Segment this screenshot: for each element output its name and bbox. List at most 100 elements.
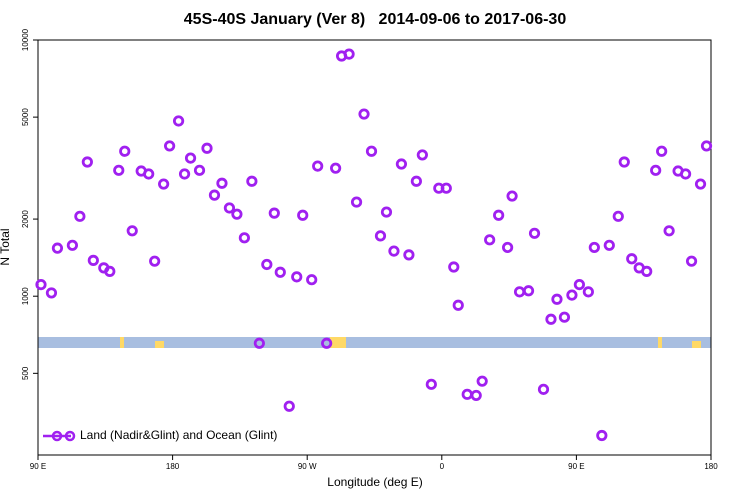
point: [74, 210, 86, 222]
point: [537, 383, 550, 395]
point: [650, 164, 662, 176]
point: [566, 289, 578, 301]
x-tick-label: 90 W: [298, 462, 317, 471]
point: [143, 168, 155, 180]
point: [626, 253, 638, 265]
point: [612, 210, 624, 222]
x-axis-title: Longitude (deg E): [327, 475, 422, 489]
x-tick-label: 0: [440, 462, 445, 471]
point: [246, 175, 258, 187]
point: [493, 209, 505, 221]
point: [551, 293, 563, 305]
point: [700, 140, 713, 152]
point: [502, 241, 514, 254]
point: [365, 145, 378, 157]
point: [603, 239, 615, 251]
point: [184, 152, 197, 164]
y-tick-label: 2000: [21, 210, 30, 228]
point: [425, 378, 437, 390]
point: [470, 389, 482, 402]
point: [268, 207, 280, 219]
point: [35, 278, 47, 291]
y-axis-title: N Total: [0, 228, 12, 265]
legend-label: Land (Nadir&Glint) and Ocean (Glint): [80, 428, 277, 442]
point: [448, 261, 460, 273]
band-highlight: [120, 337, 124, 348]
point: [484, 234, 496, 246]
point: [596, 429, 608, 442]
point: [685, 255, 698, 267]
band-highlight: [155, 341, 164, 348]
point: [208, 189, 221, 201]
point: [66, 239, 78, 251]
legend-marker: [51, 430, 63, 442]
point: [528, 227, 541, 239]
point: [158, 178, 170, 190]
point: [679, 168, 692, 180]
point: [513, 286, 526, 298]
point: [216, 177, 228, 189]
point: [582, 286, 594, 298]
point: [274, 266, 286, 278]
point: [588, 241, 600, 254]
point: [403, 249, 415, 261]
point: [461, 388, 473, 400]
point: [45, 287, 58, 299]
point: [104, 265, 116, 277]
point: [358, 108, 370, 120]
point: [231, 208, 243, 220]
point: [172, 115, 185, 127]
x-tick-label: 90 E: [30, 462, 46, 471]
point: [452, 299, 464, 311]
point: [395, 158, 408, 170]
point: [350, 196, 363, 208]
y-tick-label: 500: [21, 366, 30, 380]
point: [193, 164, 206, 176]
point: [380, 206, 393, 218]
point: [618, 156, 630, 168]
point: [261, 258, 273, 271]
y-tick-label: 10000: [21, 28, 30, 51]
y-tick-label: 5000: [21, 108, 30, 126]
point: [119, 145, 131, 157]
point: [410, 175, 422, 187]
point: [522, 285, 535, 297]
chart-title: 45S-40S January (Ver 8) 2014-09-06 to 20…: [184, 11, 567, 28]
point: [113, 164, 125, 176]
band-highlight: [692, 341, 701, 348]
point: [81, 156, 93, 168]
point: [253, 337, 265, 349]
point: [330, 162, 342, 174]
point: [283, 400, 295, 412]
point: [641, 265, 653, 277]
glint-band: [38, 337, 711, 348]
point: [440, 182, 452, 194]
point: [312, 160, 324, 172]
band-highlight: [658, 337, 662, 348]
band: [38, 337, 711, 348]
point: [656, 145, 668, 157]
point: [573, 278, 585, 291]
point: [201, 142, 213, 154]
x-tick-label: 180: [166, 462, 180, 471]
band-highlight: [330, 337, 346, 348]
point: [663, 225, 675, 237]
point: [238, 232, 250, 244]
x-tick-label: 180: [704, 462, 718, 471]
point: [87, 254, 99, 266]
point: [694, 178, 707, 190]
point: [545, 313, 557, 325]
x-tick-label: 90 E: [568, 462, 584, 471]
point: [306, 274, 318, 286]
point: [374, 230, 387, 242]
y-tick-label: 1000: [21, 287, 30, 305]
point: [291, 271, 303, 283]
point: [416, 149, 428, 161]
point: [51, 242, 64, 254]
point: [321, 337, 333, 349]
point: [506, 190, 518, 202]
point: [476, 375, 488, 387]
legend-marker: [64, 430, 76, 442]
point: [164, 140, 176, 152]
